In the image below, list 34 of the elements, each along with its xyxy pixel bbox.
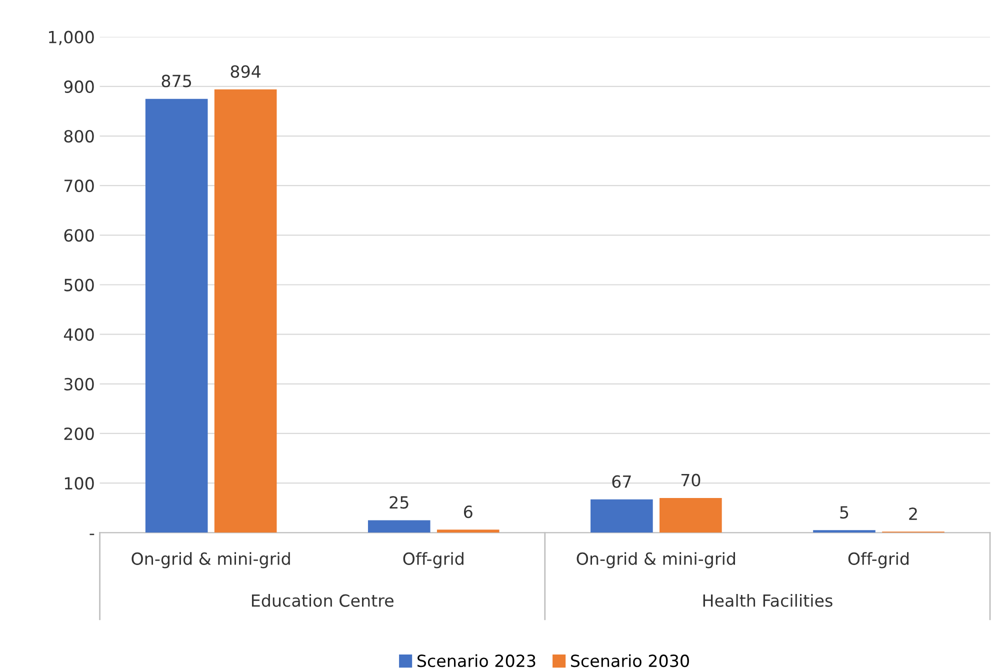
x-tick-label: Off-grid bbox=[403, 552, 464, 568]
data-label: 25 bbox=[390, 496, 408, 509]
y-tick-label: 800 bbox=[64, 130, 94, 143]
data-label: 2 bbox=[909, 507, 917, 520]
x-tick-label: On-grid & mini-grid bbox=[576, 552, 735, 568]
y-tick-label: 600 bbox=[64, 229, 94, 242]
y-tick-label: 900 bbox=[64, 80, 94, 93]
y-tick-label: 500 bbox=[64, 278, 94, 292]
bar bbox=[145, 98, 208, 533]
text: Education Centre bbox=[252, 594, 394, 607]
data-label: 894 bbox=[230, 65, 261, 78]
bar bbox=[368, 520, 430, 533]
data-label: 6 bbox=[464, 506, 472, 518]
bar bbox=[214, 89, 277, 533]
x-tick-label: On-grid & mini-grid bbox=[132, 552, 290, 568]
data-label: 70 bbox=[681, 474, 700, 486]
y-tick-label: 100 bbox=[64, 477, 94, 490]
y-tick-label: 700 bbox=[64, 180, 94, 192]
y-tick-label: - bbox=[90, 534, 94, 536]
x-tick-label: Off-grid bbox=[848, 552, 909, 568]
bar bbox=[660, 498, 722, 533]
bar bbox=[590, 499, 653, 533]
y-tick-label: 400 bbox=[64, 328, 94, 341]
text: Health Facilities bbox=[703, 594, 832, 607]
data-label: 67 bbox=[612, 475, 631, 488]
legend-label: Scenario 2023 bbox=[418, 654, 536, 668]
bar bbox=[436, 530, 500, 533]
data-label: 875 bbox=[162, 74, 192, 88]
y-tick-label: 200 bbox=[64, 427, 94, 440]
y-tick-label: 1,000 bbox=[49, 30, 94, 46]
y-tick-label: 300 bbox=[64, 378, 94, 390]
legend-label: Scenario 2030 bbox=[571, 654, 689, 668]
bar bbox=[813, 530, 876, 533]
data-label: 5 bbox=[840, 506, 848, 519]
